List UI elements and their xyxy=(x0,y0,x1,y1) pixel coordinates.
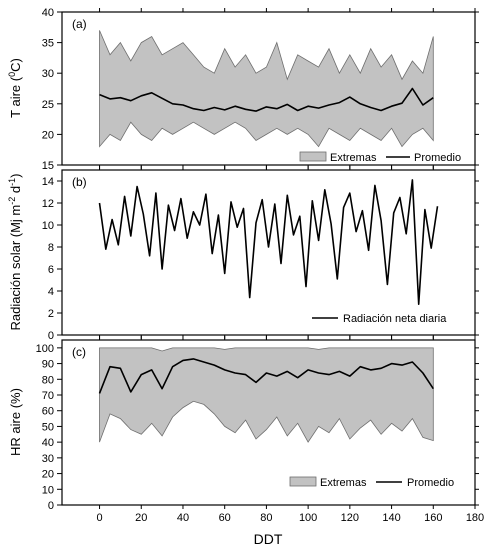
x-tick-label: 180 xyxy=(466,512,484,524)
y-tick-label: 8 xyxy=(48,242,54,254)
y-tick-label: 20 xyxy=(42,129,54,141)
panel-humidity: 0 10 20 30 40 50 60 70 80 90 100 (c) HR aire (%) E… xyxy=(8,336,479,512)
legend-band-swatch xyxy=(289,476,317,487)
y-tick-label: 2 xyxy=(48,308,54,320)
y-tick-label: 40 xyxy=(42,7,54,19)
legend-label-extremas: Extremas xyxy=(320,477,367,489)
legend: Radiación neta diaria xyxy=(312,313,447,325)
y-tick-label: 0 xyxy=(48,330,54,342)
y-tick-label: 50 xyxy=(42,421,54,433)
y-axis-ticks: 0 10 20 30 40 50 60 70 80 90 100 xyxy=(36,343,479,512)
panel-frame xyxy=(61,169,476,336)
extremas-band-layer xyxy=(99,30,434,148)
legend-label-promedio: Promedio xyxy=(407,477,454,489)
legend: Extremas Promedio xyxy=(289,476,454,489)
x-tick-label: 80 xyxy=(260,512,272,524)
y-axis-label-sup2: -1 xyxy=(7,178,17,186)
y-axis-label-sup1: -2 xyxy=(7,197,17,205)
y-axis-ticks: 15 20 25 30 35 40 xyxy=(42,7,479,172)
series-line xyxy=(99,87,434,112)
y-tick-label: 14 xyxy=(42,176,54,188)
legend-band-swatch xyxy=(299,151,327,162)
panel-label: (c) xyxy=(72,345,86,359)
y-tick-label: 90 xyxy=(42,359,54,371)
y-axis-label: HR aire (%) xyxy=(8,388,23,456)
y-axis-label: Radiación solar (Mj m-2 d-1) xyxy=(7,174,23,331)
y-tick-label: 100 xyxy=(36,343,54,355)
panel-radiation: 0 2 4 6 8 10 12 14 (b) Radiación solar (Mj m-2 … xyxy=(7,166,479,342)
legend-label-extremas: Extremas xyxy=(330,152,377,164)
legend-label-promedio: Promedio xyxy=(414,152,461,164)
y-tick-label: 25 xyxy=(42,99,54,111)
x-tick-label: 160 xyxy=(424,512,442,524)
series-line xyxy=(98,179,439,305)
extremas-band-layer xyxy=(99,347,434,443)
radiation-line-layer xyxy=(98,179,439,305)
y-axis-label-mid: d xyxy=(8,186,23,197)
x-tick-label: 40 xyxy=(177,512,189,524)
y-axis-label-sup: 0 xyxy=(7,72,17,77)
promedio-line-layer xyxy=(99,87,434,112)
x-tick-label: 20 xyxy=(135,512,147,524)
y-axis-label: T aire (0C) xyxy=(7,58,23,118)
legend-label-radiation: Radiación neta diaria xyxy=(343,313,447,325)
y-tick-label: 10 xyxy=(42,220,54,232)
y-tick-label: 60 xyxy=(42,406,54,418)
legend: Extremas Promedio xyxy=(299,151,461,164)
x-tick-label: 100 xyxy=(299,512,317,524)
y-tick-label: 20 xyxy=(42,469,54,481)
panel-label: (a) xyxy=(72,17,87,31)
y-tick-label: 80 xyxy=(42,374,54,386)
x-tick-label: 120 xyxy=(341,512,359,524)
extremas-band xyxy=(99,30,434,148)
y-axis-label-main: T aire ( xyxy=(8,76,23,118)
y-tick-label: 6 xyxy=(48,264,54,276)
y-tick-label: 10 xyxy=(42,484,54,496)
y-axis-ticks: 0 2 4 6 8 10 12 14 xyxy=(42,176,479,342)
y-tick-label: 35 xyxy=(42,38,54,50)
x-axis-ticks xyxy=(99,336,476,509)
y-tick-label: 15 xyxy=(42,160,54,172)
y-tick-label: 30 xyxy=(42,453,54,465)
y-axis-label-end: C) xyxy=(8,58,23,72)
y-tick-label: 12 xyxy=(42,198,54,210)
x-tick-label: 140 xyxy=(382,512,400,524)
y-tick-label: 40 xyxy=(42,437,54,449)
panel-label: (b) xyxy=(72,175,87,189)
extremas-band xyxy=(99,347,434,443)
series-line xyxy=(98,358,434,394)
y-tick-label: 30 xyxy=(42,68,54,80)
x-axis-tick-labels: 0 20 40 60 80 100 120 140 160 180 xyxy=(96,512,484,524)
x-axis-label: DDT xyxy=(254,531,283,547)
panel-temperature: 15 20 25 30 35 40 (a) T aire (0C) Extremas Pr… xyxy=(7,7,479,172)
y-tick-label: 0 xyxy=(48,500,54,512)
x-tick-label: 60 xyxy=(219,512,231,524)
y-tick-label: 4 xyxy=(48,286,54,298)
promedio-line-layer xyxy=(98,358,434,394)
y-axis-label-end: ) xyxy=(8,174,23,178)
y-axis-label-main: Radiación solar (Mj m xyxy=(8,205,23,331)
x-tick-label: 0 xyxy=(96,512,102,524)
y-tick-label: 70 xyxy=(42,390,54,402)
